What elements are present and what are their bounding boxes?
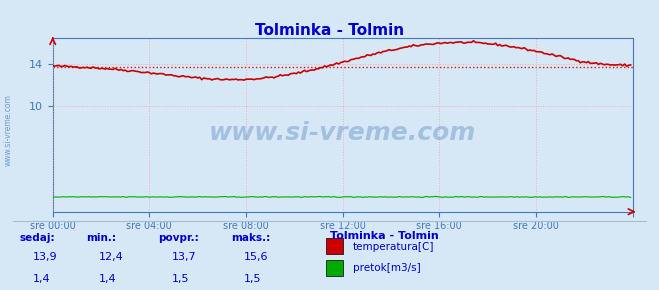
FancyBboxPatch shape [326, 260, 343, 276]
Text: www.si-vreme.com: www.si-vreme.com [3, 95, 13, 166]
Text: pretok[m3/s]: pretok[m3/s] [353, 263, 420, 273]
Text: Tolminka - Tolmin: Tolminka - Tolmin [330, 231, 438, 240]
Text: 15,6: 15,6 [244, 252, 268, 262]
Text: www.si-vreme.com: www.si-vreme.com [209, 122, 476, 145]
Text: maks.:: maks.: [231, 233, 270, 243]
Text: Tolminka - Tolmin: Tolminka - Tolmin [255, 23, 404, 38]
Text: povpr.:: povpr.: [158, 233, 199, 243]
Text: 13,9: 13,9 [33, 252, 57, 262]
Text: min.:: min.: [86, 233, 116, 243]
Text: temperatura[C]: temperatura[C] [353, 242, 434, 251]
Text: 12,4: 12,4 [99, 252, 124, 262]
FancyBboxPatch shape [326, 238, 343, 254]
Text: 13,7: 13,7 [171, 252, 196, 262]
Text: 1,5: 1,5 [244, 274, 262, 284]
Text: sedaj:: sedaj: [20, 233, 55, 243]
Text: 1,4: 1,4 [99, 274, 117, 284]
Text: 1,4: 1,4 [33, 274, 51, 284]
Text: 1,5: 1,5 [171, 274, 189, 284]
